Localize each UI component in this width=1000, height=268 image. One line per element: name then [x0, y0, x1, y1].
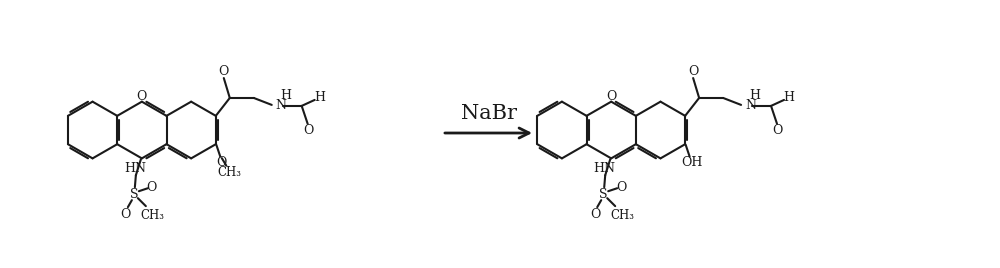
Text: NaBr: NaBr: [461, 104, 517, 122]
Text: N: N: [276, 99, 287, 112]
Text: CH₃: CH₃: [610, 209, 634, 222]
Text: O: O: [688, 65, 698, 78]
Text: CH₃: CH₃: [141, 209, 165, 222]
Text: O: O: [219, 65, 229, 78]
Text: O: O: [303, 124, 313, 137]
Text: H: H: [750, 90, 761, 102]
Text: S: S: [130, 188, 138, 201]
Text: S: S: [599, 188, 607, 201]
Text: HN: HN: [124, 162, 146, 175]
Text: O: O: [121, 208, 131, 221]
Text: O: O: [590, 208, 600, 221]
Text: H: H: [314, 91, 325, 105]
Text: HN: HN: [593, 162, 615, 175]
Text: O: O: [606, 90, 616, 103]
Text: CH₃: CH₃: [217, 166, 241, 179]
Text: O: O: [217, 156, 227, 169]
Text: H: H: [280, 90, 291, 102]
Text: O: O: [147, 181, 157, 194]
Text: OH: OH: [681, 156, 703, 169]
Text: O: O: [616, 181, 626, 194]
Text: H: H: [784, 91, 795, 105]
Text: O: O: [137, 90, 147, 103]
Text: O: O: [772, 124, 783, 137]
Text: N: N: [745, 99, 756, 112]
